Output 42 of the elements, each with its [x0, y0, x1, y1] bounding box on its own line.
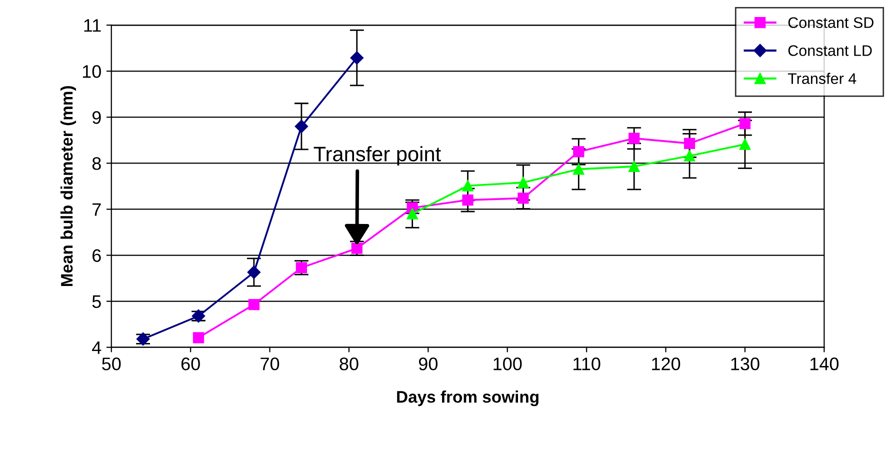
x-tick-label: 60 [181, 358, 200, 370]
point [247, 266, 261, 279]
point [406, 208, 418, 220]
point [684, 150, 696, 162]
y-tick-label: 8 [92, 157, 101, 170]
point [739, 138, 751, 150]
x-tick-label: 100 [494, 358, 522, 370]
annotation: Transfer point [314, 146, 441, 166]
legend-label: Constant LD [788, 45, 872, 56]
x-tick-label: 130 [731, 358, 760, 370]
point [294, 120, 308, 133]
point [739, 118, 751, 130]
x-tick-label: 110 [574, 358, 600, 370]
point [350, 51, 364, 64]
x-tick-label: 70 [260, 358, 280, 370]
y-tick-label: 4 [92, 341, 102, 354]
x-tick-label: 80 [340, 358, 358, 370]
point [518, 176, 529, 188]
y-tick-label: 7 [92, 203, 101, 216]
y-tick-label: 11 [84, 19, 101, 32]
x-tick-label: 120 [652, 358, 680, 370]
point [462, 180, 474, 192]
point [684, 138, 696, 149]
point [518, 192, 529, 204]
x-tick-label: 90 [418, 358, 438, 370]
y-tick-label: 5 [92, 295, 101, 308]
point [248, 298, 260, 310]
x-axis-title: Days from sowing [397, 390, 538, 406]
x-tick-label: 140 [810, 358, 839, 370]
legend-label: Constant SD [788, 17, 874, 28]
point [628, 132, 640, 144]
point [628, 160, 640, 172]
x-tick-label: 50 [102, 358, 121, 370]
y-axis-title: Mean bulb diameter (mm) [60, 86, 76, 286]
point [573, 146, 584, 158]
point [573, 164, 584, 175]
legend-label: Transfer 4 [788, 72, 856, 84]
y-tick-label: 6 [92, 249, 101, 262]
point [192, 332, 204, 344]
y-tick-label: 9 [92, 111, 101, 124]
point [462, 194, 474, 206]
y-tick-label: 10 [82, 65, 101, 78]
